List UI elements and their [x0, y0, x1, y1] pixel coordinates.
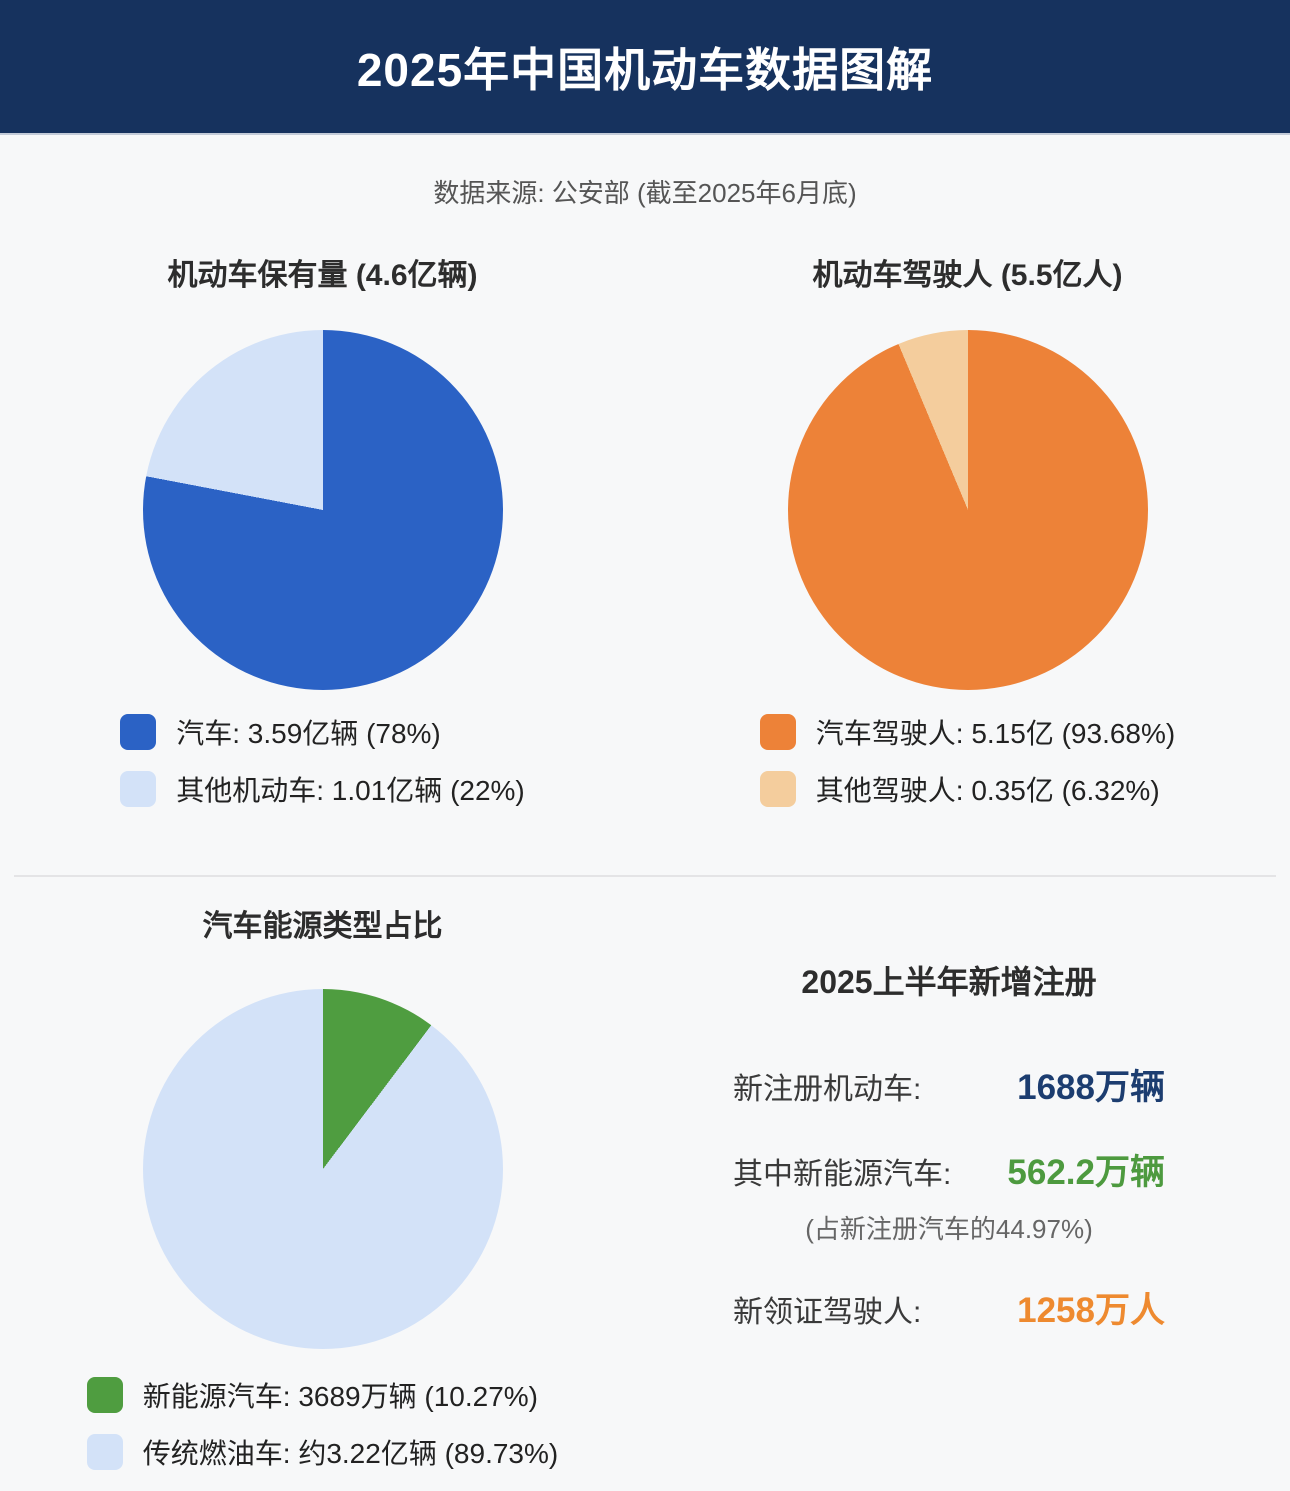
legend-drivers: 汽车驾驶人: 5.15亿 (93.68%) 其他驾驶人: 0.35亿 (6.32… [759, 712, 1176, 809]
pie-drivers [787, 330, 1148, 690]
stat-note-nev-share: (占新注册汽车的44.97%) [805, 1214, 1093, 1244]
legend-label-other-vehicles: 其他机动车: 1.01亿辆 (22%) [176, 775, 525, 806]
legend-swatch-fuel [86, 1434, 123, 1470]
section-divider [14, 875, 1276, 877]
legend-swatch-car-drivers [759, 714, 796, 750]
stat-value-new-drivers: 1258万人 [1017, 1291, 1165, 1330]
pie-vehicle-ownership [142, 330, 503, 690]
chart-drivers: 机动车驾驶人 (5.5亿人) 汽车驾驶人: 5.15亿 (93.68%) 其他驾… [645, 210, 1290, 809]
legend-item-other-vehicles: 其他机动车: 1.01亿辆 (22%) [120, 769, 525, 809]
legend-energy-type: 新能源汽车: 3689万辆 (10.27%) 传统燃油车: 约3.22亿辆 (8… [86, 1375, 559, 1472]
stat-label-new-nev: 其中新能源汽车: [733, 1158, 952, 1191]
stat-label-new-drivers: 新领证驾驶人: [733, 1296, 922, 1329]
chart-title-energy-type: 汽车能源类型占比 [202, 910, 443, 943]
legend-item-car-drivers: 汽车驾驶人: 5.15亿 (93.68%) [759, 712, 1176, 752]
legend-item-cars: 汽车: 3.59亿辆 (78%) [120, 712, 525, 752]
chart-title-vehicle-ownership: 机动车保有量 (4.6亿辆) [167, 259, 478, 292]
legend-label-cars: 汽车: 3.59亿辆 (78%) [176, 718, 441, 749]
chart-title-drivers: 机动车驾驶人 (5.5亿人) [812, 259, 1123, 292]
chart-energy-type: 汽车能源类型占比 新能源汽车: 3689万辆 (10.27%) 传统燃油车: 约… [0, 877, 645, 1472]
stat-row-new-vehicles: 新注册机动车: 1688万辆 [733, 1059, 1165, 1110]
legend-label-nev: 新能源汽车: 3689万辆 (10.27%) [142, 1381, 539, 1412]
legend-item-fuel: 传统燃油车: 约3.22亿辆 (89.73%) [86, 1432, 559, 1472]
legend-item-nev: 新能源汽车: 3689万辆 (10.27%) [86, 1375, 558, 1415]
page-title: 2025年中国机动车数据图解 [356, 43, 934, 96]
registration-stats-panel: 2025上半年新增注册 新注册机动车: 1688万辆 其中新能源汽车: 562.… [645, 877, 1290, 1472]
legend-swatch-nev [86, 1377, 123, 1413]
legend-label-fuel: 传统燃油车: 约3.22亿辆 (89.73%) [142, 1438, 559, 1469]
stat-value-new-nev: 562.2万辆 [1007, 1153, 1165, 1192]
header-bar: 2025年中国机动车数据图解 [0, 0, 1290, 135]
legend-label-other-drivers: 其他驾驶人: 0.35亿 (6.32%) [815, 775, 1160, 806]
legend-swatch-cars [120, 714, 157, 750]
stat-row-new-nev: 其中新能源汽车: 562.2万辆 [733, 1144, 1165, 1195]
stat-label-new-vehicles: 新注册机动车: [733, 1073, 922, 1106]
top-charts-row: 机动车保有量 (4.6亿辆) 汽车: 3.59亿辆 (78%) 其他机动车: 1… [0, 210, 1290, 809]
bottom-row: 汽车能源类型占比 新能源汽车: 3689万辆 (10.27%) 传统燃油车: 约… [0, 877, 1290, 1472]
legend-swatch-other-drivers [759, 771, 796, 807]
pie-energy-type [142, 989, 503, 1349]
legend-label-car-drivers: 汽车驾驶人: 5.15亿 (93.68%) [815, 718, 1176, 749]
data-source-note: 数据来源: 公安部 (截至2025年6月底) [433, 178, 857, 208]
registration-panel-title: 2025上半年新增注册 [801, 964, 1097, 1000]
legend-item-other-drivers: 其他驾驶人: 0.35亿 (6.32%) [759, 769, 1175, 809]
stat-row-new-drivers: 新领证驾驶人: 1258万人 [733, 1282, 1165, 1333]
legend-swatch-other-vehicles [120, 771, 157, 807]
chart-vehicle-ownership: 机动车保有量 (4.6亿辆) 汽车: 3.59亿辆 (78%) 其他机动车: 1… [0, 210, 645, 809]
stat-value-new-vehicles: 1688万辆 [1017, 1068, 1165, 1107]
legend-vehicle-ownership: 汽车: 3.59亿辆 (78%) 其他机动车: 1.01亿辆 (22%) [120, 712, 525, 809]
